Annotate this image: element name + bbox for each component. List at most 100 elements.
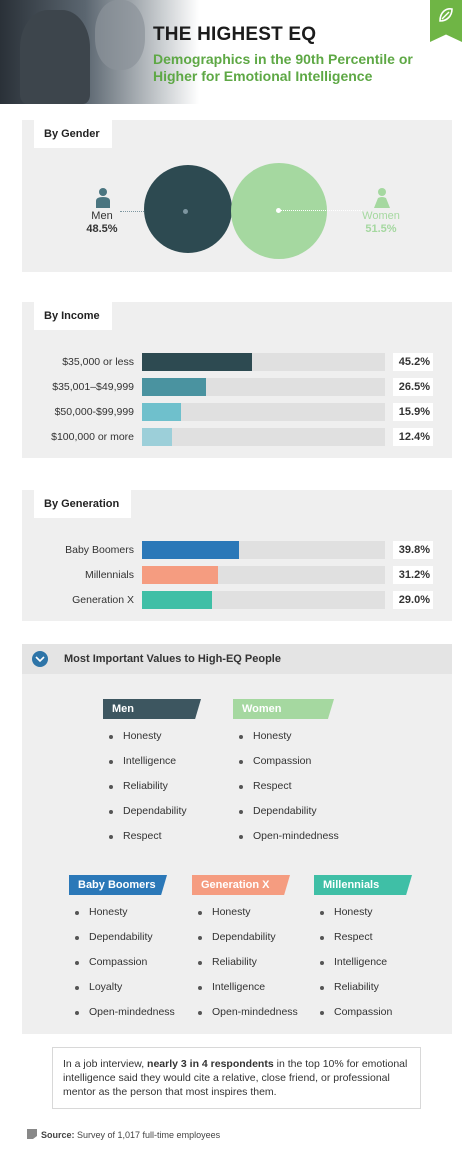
values-heading-men: Men <box>103 699 201 719</box>
header-photo-accent <box>95 0 145 70</box>
women-percent: 51.5% <box>365 223 397 235</box>
values-list-women: Women Honesty Compassion Respect Dependa… <box>233 699 339 849</box>
bar-value: 12.4% <box>393 428 433 446</box>
page-title: THE HIGHEST EQ <box>153 24 317 45</box>
bar-track <box>142 591 385 609</box>
bar-value: 29.0% <box>393 591 433 609</box>
income-tab: By Income <box>34 302 112 330</box>
bar-value: 31.2% <box>393 566 433 584</box>
list-item: Intelligence <box>103 749 201 774</box>
quote-suffix: in the top 10% for emotional intelligenc… <box>63 1058 408 1098</box>
bar <box>142 353 252 371</box>
document-icon <box>27 1129 37 1139</box>
women-label: Women <box>362 210 400 222</box>
bar-track <box>142 541 385 559</box>
list-item: Reliability <box>314 975 412 1000</box>
men-circle <box>144 165 232 253</box>
bar-track <box>142 566 385 584</box>
bar-track <box>142 403 385 421</box>
list-item: Compassion <box>233 749 339 774</box>
men-percent: 48.5% <box>86 223 118 235</box>
bar-value: 26.5% <box>393 378 433 396</box>
list-item: Respect <box>103 824 201 849</box>
values-list-boomers: Baby Boomers Honesty Dependability Compa… <box>69 875 175 1025</box>
bar-track <box>142 378 385 396</box>
women-connector <box>280 210 362 211</box>
values-panel: Most Important Values to High-EQ People … <box>22 644 452 1034</box>
bar-value: 39.8% <box>393 541 433 559</box>
generation-tab: By Generation <box>34 490 132 518</box>
income-bar-row: $35,001–$49,999 26.5% <box>22 378 452 396</box>
women-dot <box>276 208 281 213</box>
list-item: Dependability <box>69 925 175 950</box>
bar-label: Millennials <box>84 569 134 581</box>
bar-value: 15.9% <box>393 403 433 421</box>
values-heading-boomers: Baby Boomers <box>69 875 167 895</box>
list-item: Loyalty <box>69 975 175 1000</box>
list-item: Compassion <box>69 950 175 975</box>
values-heading-genx: Generation X <box>192 875 290 895</box>
list-item: Intelligence <box>314 950 412 975</box>
list-item: Open-mindedness <box>192 1000 298 1025</box>
bar-label: Generation X <box>72 594 134 606</box>
men-label: Men <box>91 210 113 222</box>
income-bar-row: $35,000 or less 45.2% <box>22 353 452 371</box>
list-item: Honesty <box>192 900 298 925</box>
leaf-logo-icon <box>439 8 453 22</box>
bar <box>142 541 239 559</box>
quote-box: In a job interview, nearly 3 in 4 respon… <box>52 1047 421 1109</box>
list-item: Respect <box>314 925 412 950</box>
logo-badge <box>430 0 462 42</box>
gender-panel: By Gender Men 48.5% Women 51.5% <box>22 120 452 272</box>
source-note: Source: Survey of 1,017 full-time employ… <box>27 1129 220 1140</box>
income-bar-row: $50,000-$99,999 15.9% <box>22 403 452 421</box>
source-label: Source: <box>41 1130 75 1140</box>
income-panel: By Income $35,000 or less 45.2% $35,001–… <box>22 302 452 458</box>
list-item: Open-mindedness <box>69 1000 175 1025</box>
values-title: Most Important Values to High-EQ People <box>64 653 281 665</box>
bar-label: $35,001–$49,999 <box>52 381 134 393</box>
list-item: Intelligence <box>192 975 298 1000</box>
values-heading-millennials: Millennials <box>314 875 412 895</box>
values-list-genx: Generation X Honesty Dependability Relia… <box>192 875 298 1025</box>
bar-track <box>142 428 385 446</box>
list-item: Dependability <box>103 799 201 824</box>
bar-track <box>142 353 385 371</box>
generation-bar-row: Baby Boomers 39.8% <box>22 541 452 559</box>
bar-label: $100,000 or more <box>51 431 134 443</box>
bar <box>142 591 213 609</box>
bar <box>142 428 173 446</box>
woman-icon <box>374 188 390 208</box>
list-item: Compassion <box>314 1000 412 1025</box>
list-item: Honesty <box>233 724 339 749</box>
list-item: Reliability <box>192 950 298 975</box>
header-photo <box>20 10 90 104</box>
bar <box>142 566 218 584</box>
values-list-millennials: Millennials Honesty Respect Intelligence… <box>314 875 412 1025</box>
chevron-down-icon[interactable] <box>32 651 48 667</box>
list-item: Honesty <box>69 900 175 925</box>
bar-label: $35,000 or less <box>62 356 134 368</box>
man-icon <box>96 188 110 208</box>
list-item: Honesty <box>103 724 201 749</box>
list-item: Dependability <box>233 799 339 824</box>
bar-label: $50,000-$99,999 <box>54 406 134 418</box>
list-item: Reliability <box>103 774 201 799</box>
list-item: Open-mindedness <box>233 824 339 849</box>
gender-tab: By Gender <box>34 120 112 148</box>
bar-label: Baby Boomers <box>65 544 134 556</box>
list-item: Respect <box>233 774 339 799</box>
source-text: Survey of 1,017 full-time employees <box>74 1130 221 1140</box>
page-subtitle: Demographics in the 90th Percentile or H… <box>153 51 413 84</box>
list-item: Dependability <box>192 925 298 950</box>
bar-value: 45.2% <box>393 353 433 371</box>
men-dot <box>183 209 188 214</box>
list-item: Honesty <box>314 900 412 925</box>
income-bar-row: $100,000 or more 12.4% <box>22 428 452 446</box>
quote-prefix: In a job interview, <box>63 1058 148 1070</box>
bar <box>142 403 181 421</box>
header: THE HIGHEST EQ Demographics in the 90th … <box>0 0 474 104</box>
values-heading-women: Women <box>233 699 334 719</box>
values-header[interactable]: Most Important Values to High-EQ People <box>22 644 452 674</box>
generation-panel: By Generation Baby Boomers 39.8% Millenn… <box>22 490 452 621</box>
